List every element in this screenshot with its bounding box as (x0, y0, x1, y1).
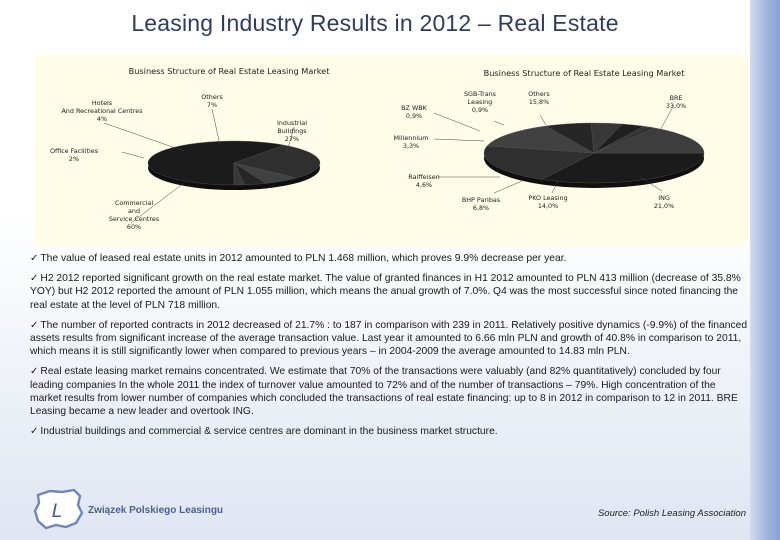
chart-title: Business Structure of Real Estate Leasin… (129, 66, 331, 76)
logo-letter: L (52, 500, 63, 522)
pie-slice (233, 162, 246, 186)
slice-label: ING 21,0% (654, 194, 674, 210)
pie-slice (483, 145, 595, 180)
slice-label: Office Facilities 2% (50, 147, 99, 163)
checkmark-icon: ✓ (30, 273, 39, 285)
slice-label: Millennium 3,3% (394, 134, 429, 150)
leader-line (551, 180, 559, 194)
bullet-item: ✓ The value of leased real estate units i… (30, 252, 748, 265)
pie-slice (147, 140, 286, 186)
bullet-text: The number of reported contracts in 2012… (30, 319, 748, 358)
slice-label: BHP Paribas 6,8% (462, 196, 501, 212)
slice-label: SGB-Trans Leasing 0,9% (464, 90, 497, 114)
logo-text: Związek Polskiego Leasingu (88, 505, 224, 516)
pie-slice (233, 144, 321, 179)
leader-line (493, 180, 523, 194)
poland-map-icon: L (33, 488, 84, 530)
leader-line (285, 126, 295, 156)
leader-line (493, 120, 505, 126)
slice-label: BZ WBK 0,9% (401, 104, 427, 120)
checkmark-icon: ✓ (30, 319, 39, 331)
leader-line (653, 104, 675, 142)
chart-title: Business Structure of Real Estate Leasin… (484, 68, 686, 78)
checkmark-icon: ✓ (30, 366, 39, 378)
leader-line (433, 138, 485, 142)
slice-label: Others 7% (201, 93, 223, 109)
slice-label: BRE 33,0% (666, 94, 686, 110)
decorative-side-band (750, 0, 780, 540)
chart-panel: Business Structure of Real Estate Leasin… (34, 55, 748, 247)
bullet-text: Real estate leasing market remains conce… (30, 366, 738, 418)
leader-line (433, 112, 481, 132)
leader-line (539, 114, 547, 126)
pie-slice (486, 125, 595, 154)
slice-label: Industrial Buildings 27% (277, 119, 307, 143)
pie-slice (593, 127, 705, 154)
pie-slice (540, 152, 705, 184)
slice-label: Raiffeisen 4,6% (408, 173, 439, 189)
checkmark-icon: ✓ (30, 426, 39, 438)
bullet-item: ✓ Real estate leasing market remains conc… (30, 365, 748, 418)
bullet-text: The value of leased real estate units in… (40, 253, 567, 264)
bullet-text: Industrial buildings and commercial & se… (40, 426, 498, 438)
slice-label: Others 15,8% (528, 90, 550, 106)
bullet-list: ✓ The value of leased real estate units i… (30, 252, 748, 445)
association-logo: L Związek Polskiego Leasingu (32, 487, 292, 531)
leader-line (639, 176, 663, 192)
source-note: Source: Polish Leasing Association (597, 508, 746, 519)
bullet-item: ✓ Industrial buildings and commercial & s… (30, 425, 748, 438)
leader-line (130, 182, 185, 224)
leader-line (211, 108, 221, 146)
leader-line (103, 122, 185, 152)
slice-label: PKO Leasing 14,0% (528, 194, 567, 210)
checkmark-icon: ✓ (30, 253, 39, 264)
bullet-item: ✓ The number of reported contracts in 201… (30, 319, 748, 359)
pie-charts: Business Structure of Real Estate Leasin… (50, 66, 705, 231)
leader-line (121, 151, 145, 159)
page-title: Leasing Industry Results in 2012 – Real … (131, 10, 619, 36)
slice-label: Hotels And Recreational Centres 4% (61, 99, 143, 123)
slice-label: Commercial and Service Centres 60% (109, 199, 160, 231)
bullet-text: H2 2012 reported significant growth on t… (30, 273, 741, 311)
bullet-item: ✓ H2 2012 reported significant growth on … (30, 272, 748, 312)
